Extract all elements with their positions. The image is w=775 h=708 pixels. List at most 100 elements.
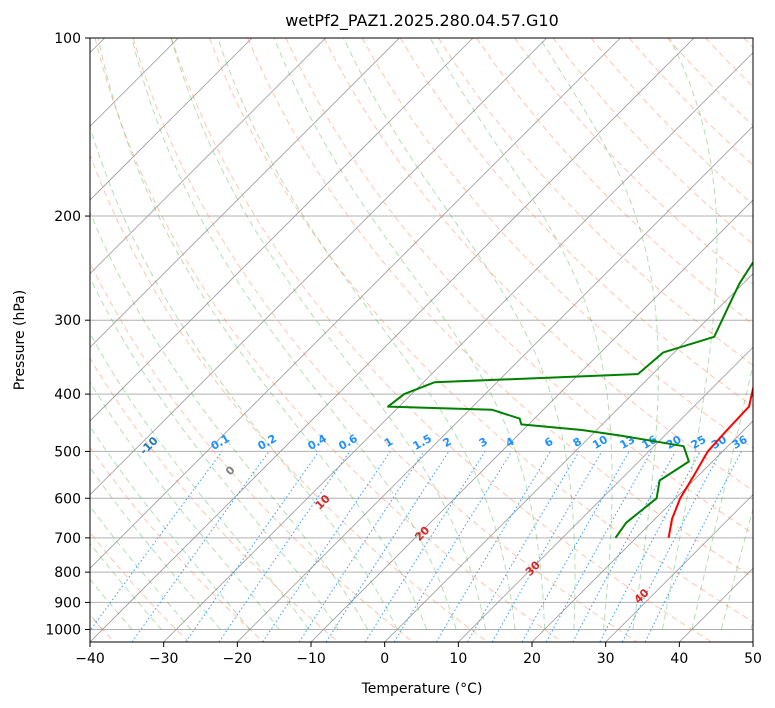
dry-adiabat-label: 0 <box>223 463 238 478</box>
isotherm-line <box>90 38 621 569</box>
mixing-ratio-label: 20 <box>664 433 684 452</box>
moist-adiabat-lines <box>90 38 753 630</box>
temperature-profile-line <box>667 384 753 538</box>
dry-adiabat-line <box>132 38 638 642</box>
isotherm-line <box>752 641 753 642</box>
mixing-ratio-line <box>521 451 630 642</box>
isotherm-line <box>90 38 547 496</box>
isotherm-line <box>163 52 753 642</box>
mixing-ratio-line <box>185 451 320 642</box>
y-axis-label: Pressure (hPa) <box>12 290 28 390</box>
mixing-ratio-line <box>298 451 425 642</box>
mixing-ratio-label: 3 <box>477 435 490 450</box>
x-tick-label: 10 <box>449 651 467 667</box>
dry-adiabat-label: 40 <box>632 586 652 606</box>
x-axis-ticks: −40 −30 −20 −10 0 10 20 30 40 50 <box>75 642 762 667</box>
y-axis-ticks: 100 200 300 400 500 600 700 800 900 1000 <box>45 31 90 638</box>
y-tick-label: 100 <box>54 31 81 47</box>
mixing-ratio-line <box>572 451 676 642</box>
moist-adiabat-line <box>97 38 428 630</box>
plot-area: 0.10.20.40.611.52346810131620253036-100-… <box>0 38 753 642</box>
mixing-ratio-line <box>90 451 223 632</box>
mixing-ratio-line <box>218 451 351 642</box>
moist-adiabat-line <box>273 38 545 630</box>
mixing-ratio-line <box>262 451 391 642</box>
mixing-ratio-label: 1 <box>382 435 395 450</box>
y-tick-label: 900 <box>54 595 81 611</box>
dry-adiabat-line <box>285 38 753 535</box>
dry-adiabat-line <box>437 38 753 366</box>
x-tick-label: 20 <box>523 651 541 667</box>
moist-adiabat-line <box>539 38 659 630</box>
mixing-ratio-line <box>435 451 552 642</box>
dry-adiabat-label: -30 <box>0 363 1 386</box>
mixing-ratio-line <box>364 451 486 642</box>
mixing-ratio-label: 25 <box>689 433 709 452</box>
dry-adiabat-line <box>170 38 712 642</box>
isotherm-line <box>90 38 400 348</box>
dry-adiabat-line <box>94 38 563 642</box>
mixing-ratio-label: 36 <box>730 433 750 452</box>
dry-adiabat-line <box>90 531 190 642</box>
isotherm-line <box>90 38 253 201</box>
moist-adiabat-line <box>90 542 162 630</box>
moist-adiabat-line <box>131 38 457 630</box>
moist-adiabat-line <box>90 332 310 630</box>
moist-adiabat-line <box>750 619 753 630</box>
y-tick-label: 300 <box>54 313 81 329</box>
moist-adiabat-line <box>90 425 251 630</box>
mixing-ratio-line <box>644 451 742 642</box>
dry-adiabat-line <box>90 153 488 642</box>
pressure-gridlines <box>90 38 753 630</box>
moist-adiabat-line <box>90 276 339 630</box>
isotherm-line <box>384 273 753 642</box>
dry-adiabat-line <box>90 446 264 642</box>
moist-adiabat-line <box>429 38 613 630</box>
x-axis-label: Temperature (°C) <box>361 681 483 697</box>
dry-adiabat-line <box>90 261 414 642</box>
dry-adiabat-line <box>476 38 753 326</box>
mixing-ratio-line <box>325 451 450 642</box>
dry-adiabat-label: 30 <box>523 558 543 578</box>
y-tick-label: 600 <box>54 491 81 507</box>
x-tick-label: −40 <box>75 651 105 667</box>
y-tick-label: 700 <box>54 531 81 547</box>
mixing-ratio-line <box>599 451 701 642</box>
moist-adiabat-line <box>90 578 133 630</box>
mixing-ratio-label: 0.2 <box>256 432 279 453</box>
y-tick-label: 1000 <box>45 622 81 638</box>
mixing-ratio-label: 8 <box>571 435 584 450</box>
x-tick-label: 50 <box>744 651 762 667</box>
moist-adiabat-line <box>720 507 753 630</box>
isotherm-line <box>531 420 753 642</box>
dry-adiabat-lines <box>90 38 753 642</box>
adiabat-labels: 0.10.20.40.611.52346810131620253036-100-… <box>0 363 750 607</box>
plot-frame <box>89 37 754 643</box>
isotherm-line <box>605 494 753 642</box>
moist-adiabat-line <box>90 381 280 630</box>
mixing-ratio-line <box>545 451 652 642</box>
dry-adiabat-line <box>667 38 753 127</box>
isotherm-line <box>458 346 753 642</box>
x-tick-label: 0 <box>380 651 389 667</box>
isotherm-lines <box>90 38 753 642</box>
mixing-ratio-label: 10 <box>590 433 610 452</box>
moist-adiabat-line <box>90 210 369 630</box>
chart-title: wetPf2_PAZ1.2025.280.04.57.G10 <box>285 11 559 31</box>
moist-adiabat-line <box>90 125 398 630</box>
moist-adiabat-line <box>342 38 576 630</box>
y-tick-label: 400 <box>54 387 81 403</box>
isotherm-line <box>679 567 753 642</box>
mixing-ratio-label: 30 <box>709 433 729 452</box>
dry-adiabat-line <box>90 357 339 642</box>
dry-adiabat-line <box>743 38 753 49</box>
dry-adiabat-label: -10 <box>137 434 160 457</box>
isotherm-line <box>90 38 695 642</box>
moist-adiabat-line <box>691 362 753 630</box>
sounding-series <box>387 260 753 539</box>
moist-adiabat-line <box>90 505 192 630</box>
moist-adiabat-line <box>217 38 516 630</box>
y-tick-label: 800 <box>54 565 81 581</box>
y-tick-label: 200 <box>54 209 81 225</box>
